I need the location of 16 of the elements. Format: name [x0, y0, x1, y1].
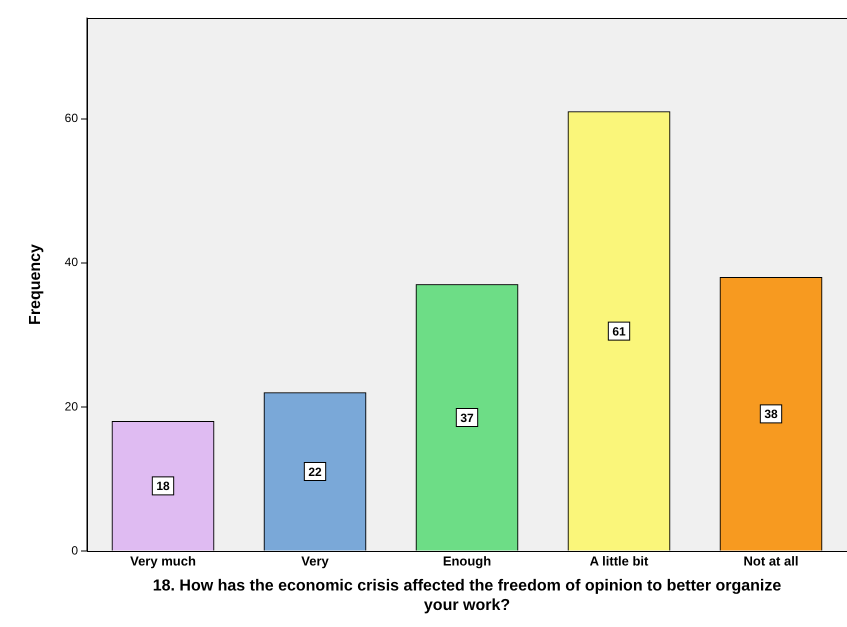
x-tick-label: Very much — [130, 553, 196, 568]
x-tick-label: Very — [301, 553, 330, 568]
x-tick-label: A little bit — [590, 553, 650, 568]
y-tick-label: 20 — [64, 399, 78, 414]
x-axis-title: 18. How has the economic crisis affected the freedom of opinion to better organize your work? — [152, 578, 782, 614]
x-tick-label: Enough — [442, 553, 492, 568]
x-tick-label: Not at all — [744, 553, 798, 568]
y-tick-label: 40 — [64, 255, 78, 270]
data-label: 37 — [460, 410, 474, 425]
data-label: 38 — [764, 407, 778, 422]
data-label: 22 — [308, 464, 322, 479]
y-tick-label: 0 — [71, 543, 78, 558]
y-tick-label: 60 — [64, 111, 78, 126]
y-axis-title: Frequency — [27, 244, 44, 325]
data-label: 61 — [612, 324, 626, 338]
data-label: 18 — [156, 479, 170, 494]
